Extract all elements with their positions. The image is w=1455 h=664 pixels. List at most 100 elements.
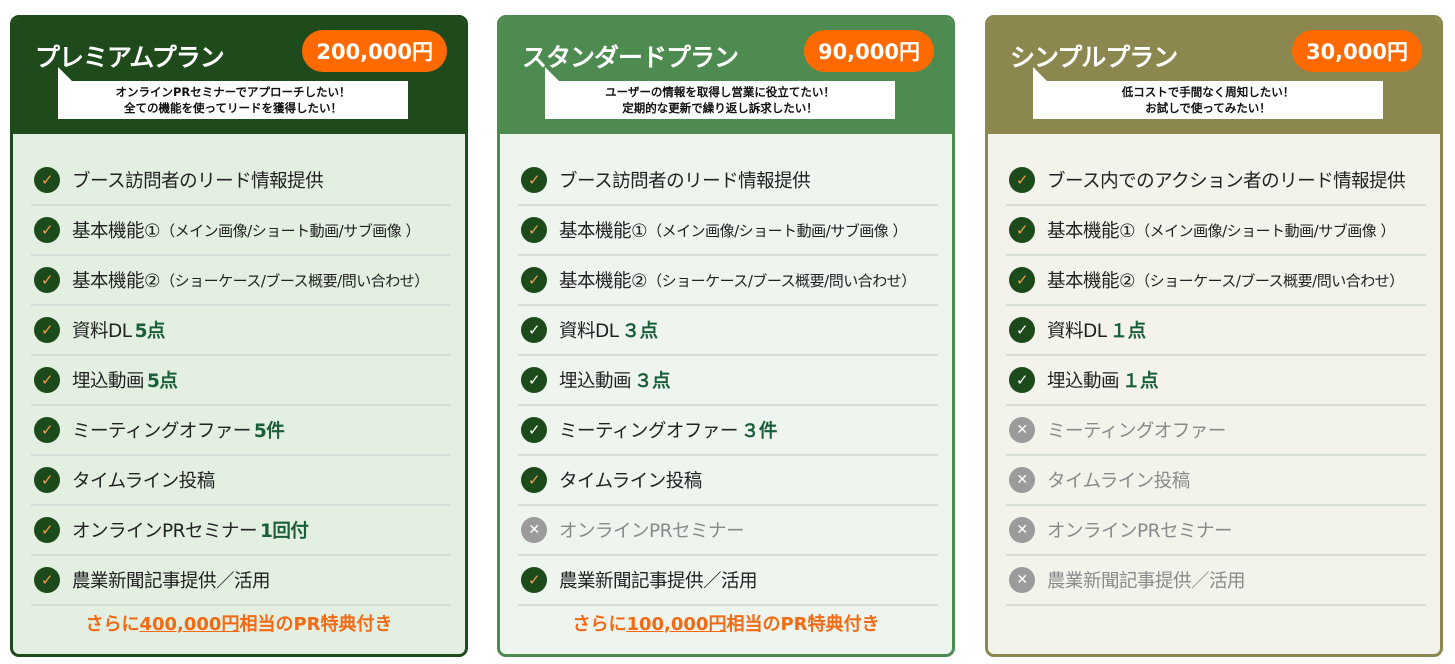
- check-icon: ✓: [1009, 167, 1035, 193]
- feature-text: 資料DL: [72, 321, 132, 342]
- bonus-prefix: さらに: [572, 614, 627, 635]
- cross-icon: ✕: [1009, 567, 1035, 593]
- feature-text: ミーティングオファー: [559, 421, 738, 442]
- feature-list: ✓ ブース訪問者のリード情報提供 ✓ 基本機能① （メイン画像/ショート動画/サ…: [500, 156, 938, 606]
- bonus-suffix: 相当のPR特典付き: [239, 614, 393, 635]
- feature-item: ✓ 基本機能② （ショーケース/ブース概要/問い合わせ）: [518, 256, 938, 306]
- plan-header: シンプルプラン 30,000円 低コストで手間なく周知したい！ お試しで使ってみ…: [988, 18, 1440, 134]
- feature-note: （メイン画像/ショート動画/サブ画像 ）: [160, 221, 420, 240]
- check-icon: ✓: [34, 317, 60, 343]
- check-icon: ✓: [34, 417, 60, 443]
- feature-item: ✓ ブース訪問者のリード情報提供: [31, 156, 451, 206]
- feature-text: タイムライン投稿: [1047, 471, 1190, 492]
- price-badge: 90,000円: [803, 30, 934, 72]
- feature-quantity: １点: [1109, 321, 1147, 342]
- feature-text: 農業新聞記事提供／活用: [559, 571, 758, 592]
- bonus-suffix: 相当のPR特典付き: [726, 614, 880, 635]
- feature-item: ✓ ミーティングオファー ３件: [518, 406, 938, 456]
- feature-item: ✓ ブース訪問者のリード情報提供: [518, 156, 938, 206]
- feature-item: ✓ タイムライン投稿: [31, 456, 451, 506]
- feature-text: タイムライン投稿: [72, 471, 215, 492]
- bonus-text: さらに100,000円相当のPR特典付き: [500, 610, 952, 636]
- feature-list: ✓ ブース訪問者のリード情報提供 ✓ 基本機能① （メイン画像/ショート動画/サ…: [13, 156, 451, 606]
- feature-text: オンラインPRセミナー: [72, 521, 258, 542]
- bonus-amount[interactable]: 100,000円: [626, 614, 727, 635]
- feature-text: ミーティングオファー: [1047, 421, 1226, 442]
- check-icon: ✓: [1009, 217, 1035, 243]
- feature-text: 農業新聞記事提供／活用: [1047, 571, 1246, 592]
- check-icon: ✓: [521, 567, 547, 593]
- feature-item: ✕ ミーティングオファー: [1006, 406, 1426, 456]
- cross-icon: ✕: [521, 517, 547, 543]
- check-icon: ✓: [521, 417, 547, 443]
- feature-text: 農業新聞記事提供／活用: [72, 571, 271, 592]
- feature-quantity: ３点: [634, 371, 671, 392]
- feature-item: ✓ 資料DL ３点: [518, 306, 938, 356]
- check-icon: ✓: [34, 367, 60, 393]
- bubble-line: 低コストで手間なく周知したい！: [1121, 85, 1295, 99]
- feature-item: ✓ ミーティングオファー 5件: [31, 406, 451, 456]
- plan-card: スタンダードプラン 90,000円 ユーザーの情報を取得し営業に役立てたい！ 定…: [497, 15, 955, 657]
- feature-item: ✕ オンラインPRセミナー: [1006, 506, 1426, 556]
- feature-quantity: ３件: [740, 421, 778, 442]
- check-icon: ✓: [521, 317, 547, 343]
- check-icon: ✓: [1009, 317, 1035, 343]
- feature-quantity: 5件: [253, 421, 285, 442]
- feature-note: （ショーケース/ブース概要/問い合わせ）: [160, 271, 429, 290]
- feature-quantity: ３点: [621, 321, 659, 342]
- check-icon: ✓: [34, 267, 60, 293]
- feature-item: ✓ 埋込動画 １点: [1006, 356, 1426, 406]
- feature-item: ✓ 基本機能① （メイン画像/ショート動画/サブ画像 ）: [518, 206, 938, 256]
- feature-quantity: １点: [1122, 371, 1159, 392]
- check-icon: ✓: [1009, 367, 1035, 393]
- plan-card: シンプルプラン 30,000円 低コストで手間なく周知したい！ お試しで使ってみ…: [985, 15, 1443, 657]
- feature-item: ✓ 資料DL 5点: [31, 306, 451, 356]
- check-icon: ✓: [521, 167, 547, 193]
- feature-text: 基本機能②: [72, 271, 161, 292]
- check-icon: ✓: [521, 267, 547, 293]
- feature-note: （ショーケース/ブース概要/問い合わせ）: [1135, 271, 1404, 290]
- feature-item: ✓ 基本機能② （ショーケース/ブース概要/問い合わせ）: [31, 256, 451, 306]
- plan-speech-bubble: 低コストで手間なく周知したい！ お試しで使ってみたい！: [1033, 67, 1383, 119]
- feature-text: オンラインPRセミナー: [559, 521, 745, 542]
- feature-text: 基本機能②: [1047, 271, 1136, 292]
- feature-item: ✓ タイムライン投稿: [518, 456, 938, 506]
- check-icon: ✓: [34, 567, 60, 593]
- feature-text: 基本機能①: [559, 221, 648, 242]
- feature-item: ✕ オンラインPRセミナー: [518, 506, 938, 556]
- feature-item: ✓ 基本機能② （ショーケース/ブース概要/問い合わせ）: [1006, 256, 1426, 306]
- feature-item: ✓ 基本機能① （メイン画像/ショート動画/サブ画像 ）: [1006, 206, 1426, 256]
- feature-note: （ショーケース/ブース概要/問い合わせ）: [647, 271, 916, 290]
- feature-item: ✓ 農業新聞記事提供／活用: [31, 556, 451, 606]
- bonus-text: さらに400,000円相当のPR特典付き: [13, 610, 465, 636]
- bubble-line: お試しで使ってみたい！: [1145, 101, 1271, 115]
- feature-text: 基本機能①: [72, 221, 161, 242]
- feature-quantity: 5点: [134, 321, 166, 342]
- cross-icon: ✕: [1009, 417, 1035, 443]
- bonus-amount[interactable]: 400,000円: [139, 614, 240, 635]
- check-icon: ✓: [521, 217, 547, 243]
- feature-text: ミーティングオファー: [72, 421, 251, 442]
- feature-text: 埋込動画: [72, 371, 145, 392]
- bubble-line: 定期的な更新で繰り返し訴求したい！: [622, 101, 818, 115]
- check-icon: ✓: [521, 367, 547, 393]
- price-badge: 30,000円: [1291, 30, 1422, 72]
- plan-speech-bubble: オンラインPRセミナーでアプローチしたい！ 全ての機能を使ってリードを獲得したい…: [58, 67, 408, 119]
- feature-text: タイムライン投稿: [559, 471, 702, 492]
- price-badge: 200,000円: [302, 30, 447, 72]
- feature-text: 基本機能②: [559, 271, 648, 292]
- plan-header: スタンダードプラン 90,000円 ユーザーの情報を取得し営業に役立てたい！ 定…: [500, 18, 952, 134]
- cross-icon: ✕: [1009, 517, 1035, 543]
- feature-item: ✓ 埋込動画 5点: [31, 356, 451, 406]
- plan-card: プレミアムプラン 200,000円 オンラインPRセミナーでアプローチしたい！ …: [10, 15, 468, 657]
- check-icon: ✓: [1009, 267, 1035, 293]
- feature-quantity: 5点: [147, 371, 178, 392]
- feature-item: ✓ オンラインPRセミナー 1回付: [31, 506, 451, 556]
- feature-item: ✓ ブース内でのアクション者のリード情報提供: [1006, 156, 1426, 206]
- feature-text: 埋込動画: [559, 371, 632, 392]
- plan-header: プレミアムプラン 200,000円 オンラインPRセミナーでアプローチしたい！ …: [13, 18, 465, 134]
- feature-text: ブース内でのアクション者のリード情報提供: [1047, 171, 1406, 192]
- feature-item: ✕ タイムライン投稿: [1006, 456, 1426, 506]
- bubble-line: ユーザーの情報を取得し営業に役立てたい！: [605, 85, 835, 99]
- feature-item: ✓ 農業新聞記事提供／活用: [518, 556, 938, 606]
